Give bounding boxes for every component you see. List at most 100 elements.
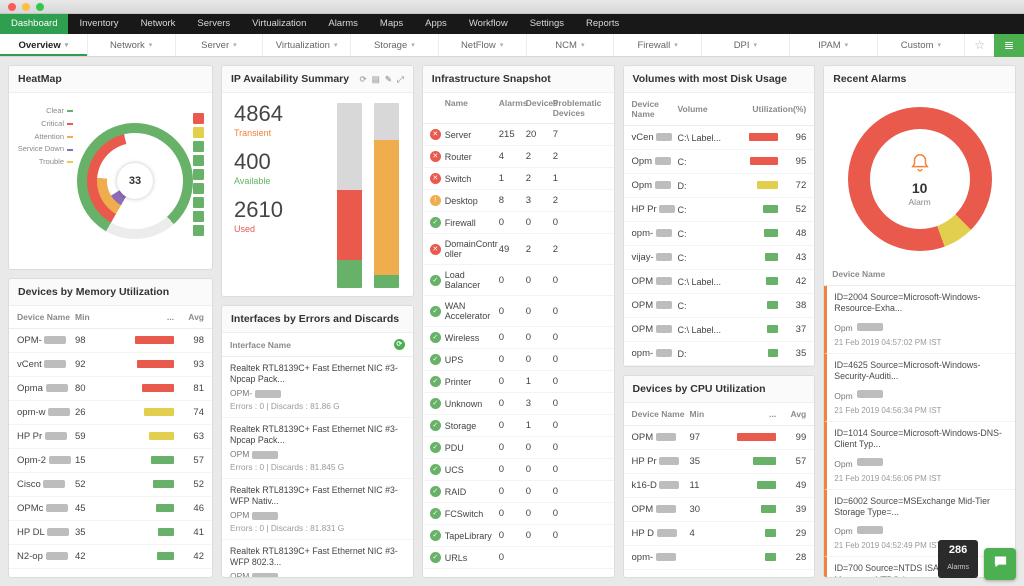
table-row[interactable]: ✕ DomainController 49 2 2: [422, 234, 614, 265]
table-row[interactable]: ✕ Server 215 20 7: [422, 124, 614, 146]
table-row[interactable]: ✓ Storage 0 1 0: [422, 415, 614, 437]
table-row[interactable]: Opm C: 95: [623, 150, 815, 174]
heatmap-cell[interactable]: [193, 225, 204, 236]
heatmap-cell[interactable]: [193, 183, 204, 194]
nav-item[interactable]: Virtualization: [252, 18, 307, 29]
table-row[interactable]: ✓ Firewall 0 0 0: [422, 212, 614, 234]
table-row[interactable]: ✓ FCSwitch 0 0 0: [422, 503, 614, 525]
alarms-donut-chart[interactable]: 10 Alarm: [847, 107, 992, 251]
table-row[interactable]: OPMc 45 46: [9, 497, 212, 521]
table-row[interactable]: HP Pr C: 52: [623, 198, 815, 222]
heatmap-cell[interactable]: [193, 141, 204, 152]
nav-item[interactable]: Servers: [197, 18, 231, 29]
nav-item[interactable]: Settings: [529, 18, 565, 29]
tab[interactable]: Firewall ▾: [614, 34, 702, 56]
widget-menu-button[interactable]: ≣: [994, 33, 1024, 57]
zoom-window-button[interactable]: [36, 2, 44, 11]
table-row[interactable]: k16-D 11 49: [623, 474, 815, 498]
report-icon[interactable]: ▤: [371, 73, 380, 84]
table-row[interactable]: OPM 30 39: [623, 498, 815, 522]
tab[interactable]: Custom ▾: [878, 34, 966, 56]
table-row[interactable]: ✕ Router 4 2 2: [422, 146, 614, 168]
alarm-item[interactable]: ID=2004 Source=Microsoft-Windows-Resourc…: [824, 286, 1015, 354]
table-row[interactable]: ✓ Printer 0 1 0: [422, 371, 614, 393]
heatmap-cell[interactable]: [193, 155, 204, 166]
tab[interactable]: Overview ▾: [0, 34, 88, 56]
list-item[interactable]: Realtek RTL8139C+ Fast Ethernet NIC #3-W…: [222, 540, 413, 577]
tab[interactable]: Virtualization ▾: [263, 34, 351, 56]
heatmap-cell[interactable]: [193, 169, 204, 180]
nav-item[interactable]: Workflow: [468, 18, 508, 29]
table-row[interactable]: vCen C:\ Label... 96: [623, 126, 815, 150]
alarm-item[interactable]: ID=4625 Source=Microsoft-Windows-Securit…: [824, 353, 1015, 422]
table-row[interactable]: opm- 28: [623, 546, 815, 570]
table-row[interactable]: HP Pr 35 57: [623, 450, 815, 474]
table-row[interactable]: OPM- 98 98: [9, 329, 212, 353]
table-row[interactable]: ! Desktop 8 3 2: [422, 190, 614, 212]
heatmap-cell[interactable]: [193, 197, 204, 208]
tab[interactable]: Network ▾: [88, 34, 176, 56]
star-icon[interactable]: ☆: [974, 38, 985, 52]
table-row[interactable]: OPM 97 99: [623, 426, 815, 450]
table-row[interactable]: OPM C:\ Label... 37: [623, 318, 815, 342]
stacked-bar[interactable]: [373, 103, 399, 288]
expand-icon[interactable]: ⤢: [396, 73, 404, 84]
table-row[interactable]: ✓ TapeLibrary 0 0 0: [422, 525, 614, 547]
table-row[interactable]: HP DL 35 41: [9, 521, 212, 545]
alarm-count-badge[interactable]: 286 Alarms: [938, 539, 978, 578]
edit-icon[interactable]: ✎: [384, 73, 392, 84]
table-row[interactable]: HP D 4 29: [623, 522, 815, 546]
nav-item[interactable]: Apps: [425, 18, 447, 29]
alarm-item[interactable]: ID=1014 Source=Microsoft-Windows-DNS-Cli…: [824, 421, 1015, 490]
heatmap-cell[interactable]: [193, 127, 204, 138]
table-row[interactable]: Opma 80 81: [9, 377, 212, 401]
stacked-bar[interactable]: [336, 103, 362, 288]
table-row[interactable]: vijay- C: 43: [623, 246, 815, 270]
table-row[interactable]: opm-w 26 74: [9, 401, 212, 425]
table-row[interactable]: OPM C: 38: [623, 294, 815, 318]
list-item[interactable]: Realtek RTL8139C+ Fast Ethernet NIC #3-W…: [222, 479, 413, 540]
refresh-icon[interactable]: ⟳: [393, 339, 405, 350]
table-row[interactable]: ✓ Wireless 0 0 0: [422, 327, 614, 349]
table-row[interactable]: N2-op 42 42: [9, 545, 212, 569]
tab[interactable]: Server ▾: [176, 34, 264, 56]
table-row[interactable]: ✓ UCS 0 0 0: [422, 459, 614, 481]
tab[interactable]: DPI ▾: [702, 34, 790, 56]
table-row[interactable]: opm- C: 48: [623, 222, 815, 246]
list-item[interactable]: Realtek RTL8139C+ Fast Ethernet NIC #3-N…: [222, 418, 413, 479]
nav-item[interactable]: Dashboard: [0, 14, 69, 34]
table-row[interactable]: Opm-2 15 57: [9, 449, 212, 473]
tab[interactable]: IPAM ▾: [790, 34, 878, 56]
table-row[interactable]: ✓ Load Balancer 0 0 0: [422, 265, 614, 296]
minimize-window-button[interactable]: [22, 2, 30, 11]
nav-item[interactable]: Inventory: [79, 18, 119, 29]
refresh-icon[interactable]: ⟳: [359, 73, 367, 84]
nav-item[interactable]: Network: [140, 18, 176, 29]
table-row[interactable]: ✓ URLs 0: [422, 547, 614, 569]
heatmap-cell[interactable]: [193, 113, 204, 124]
table-row[interactable]: ✕ Switch 1 2 1: [422, 168, 614, 190]
nav-item[interactable]: Alarms: [328, 18, 358, 29]
tab[interactable]: NetFlow ▾: [439, 34, 527, 56]
nav-item[interactable]: Maps: [379, 18, 404, 29]
alarm-item[interactable]: ID=700 Source=NTDS ISAM Type=3 Message=N…: [824, 557, 1015, 577]
list-item[interactable]: Realtek RTL8139C+ Fast Ethernet NIC #3-N…: [222, 357, 413, 418]
table-row[interactable]: ✓ UPS 0 0 0: [422, 349, 614, 371]
tab[interactable]: NCM ▾: [527, 34, 615, 56]
nav-item[interactable]: Reports: [586, 18, 620, 29]
chat-button[interactable]: [984, 548, 1016, 580]
table-row[interactable]: ✓ RAID 0 0 0: [422, 481, 614, 503]
heatmap-donut-chart[interactable]: 33: [77, 123, 193, 239]
heatmap-cell[interactable]: [193, 211, 204, 222]
table-row[interactable]: opm- D: 35: [623, 342, 815, 366]
table-row[interactable]: Cisco 52 52: [9, 473, 212, 497]
tab[interactable]: Storage ▾: [351, 34, 439, 56]
table-row[interactable]: ✓ Unknown 0 3 0: [422, 393, 614, 415]
table-row[interactable]: vCent 92 93: [9, 353, 212, 377]
table-row[interactable]: Opm D: 72: [623, 174, 815, 198]
alarm-item[interactable]: ID=6002 Source=MSExchange Mid-Tier Stora…: [824, 489, 1015, 558]
table-row[interactable]: OPM C:\ Label... 42: [623, 270, 815, 294]
close-window-button[interactable]: [8, 2, 16, 11]
table-row[interactable]: ✓ WAN Accelerator 0 0 0: [422, 296, 614, 327]
table-row[interactable]: ✓ PDU 0 0 0: [422, 437, 614, 459]
